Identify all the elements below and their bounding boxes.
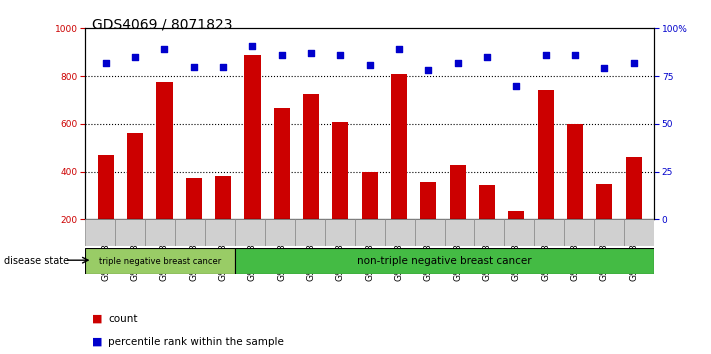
Point xyxy=(276,52,287,58)
Point xyxy=(100,60,112,65)
Bar xyxy=(205,219,235,246)
Text: count: count xyxy=(108,314,137,324)
Bar xyxy=(145,219,175,246)
Point xyxy=(335,52,346,58)
Bar xyxy=(415,219,444,246)
Point xyxy=(188,64,200,69)
Bar xyxy=(597,184,612,219)
Text: non-triple negative breast cancer: non-triple negative breast cancer xyxy=(357,256,532,266)
Bar xyxy=(420,182,437,219)
Point xyxy=(599,65,610,71)
Bar xyxy=(594,219,624,246)
Bar xyxy=(274,108,290,219)
Text: ■: ■ xyxy=(92,314,103,324)
Bar xyxy=(626,157,641,219)
Point xyxy=(540,52,551,58)
Bar xyxy=(567,124,583,219)
Bar xyxy=(245,55,260,219)
Bar xyxy=(362,172,378,219)
Point xyxy=(129,54,141,60)
Text: GDS4069 / 8071823: GDS4069 / 8071823 xyxy=(92,18,233,32)
Bar xyxy=(85,219,115,246)
Point xyxy=(570,52,581,58)
Point xyxy=(247,43,258,48)
Point xyxy=(510,83,522,88)
Bar xyxy=(235,219,265,246)
Text: disease state: disease state xyxy=(4,256,69,266)
Bar xyxy=(449,165,466,219)
Bar xyxy=(355,219,385,246)
Bar xyxy=(98,155,114,219)
Point xyxy=(452,60,464,65)
Bar xyxy=(504,219,535,246)
Point xyxy=(218,64,229,69)
Bar xyxy=(479,185,495,219)
Bar xyxy=(85,248,235,274)
Point xyxy=(364,62,375,68)
Bar xyxy=(508,211,525,219)
Text: ■: ■ xyxy=(92,337,103,347)
Bar xyxy=(265,219,295,246)
Text: percentile rank within the sample: percentile rank within the sample xyxy=(108,337,284,347)
Point xyxy=(393,46,405,52)
Bar xyxy=(391,74,407,219)
Bar xyxy=(215,176,231,219)
Text: triple negative breast cancer: triple negative breast cancer xyxy=(99,257,221,266)
Bar xyxy=(115,219,145,246)
Bar xyxy=(235,248,654,274)
Bar xyxy=(535,219,565,246)
Point xyxy=(422,68,434,73)
Bar xyxy=(474,219,504,246)
Bar xyxy=(295,219,325,246)
Point xyxy=(306,50,317,56)
Bar xyxy=(325,219,355,246)
Point xyxy=(481,54,493,60)
Bar xyxy=(624,219,654,246)
Bar xyxy=(186,178,202,219)
Point xyxy=(159,46,170,52)
Bar xyxy=(444,219,474,246)
Bar xyxy=(127,133,143,219)
Bar xyxy=(332,121,348,219)
Bar xyxy=(303,94,319,219)
Point xyxy=(628,60,639,65)
Bar xyxy=(565,219,594,246)
Bar xyxy=(156,82,173,219)
Bar xyxy=(385,219,415,246)
Bar xyxy=(538,91,554,219)
Bar xyxy=(175,219,205,246)
